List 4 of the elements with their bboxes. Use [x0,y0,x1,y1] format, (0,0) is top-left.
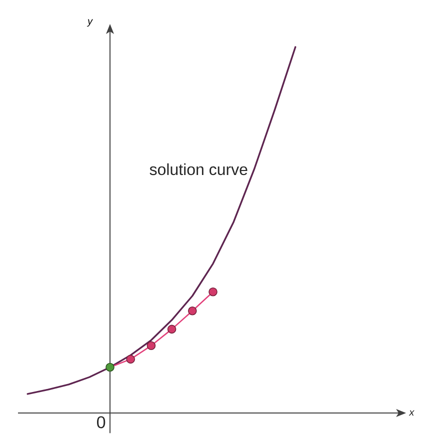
series-label: solution curve [150,163,248,176]
text: x [408,410,414,416]
text: 0 [97,416,106,428]
y-axis-title: y [86,19,93,27]
